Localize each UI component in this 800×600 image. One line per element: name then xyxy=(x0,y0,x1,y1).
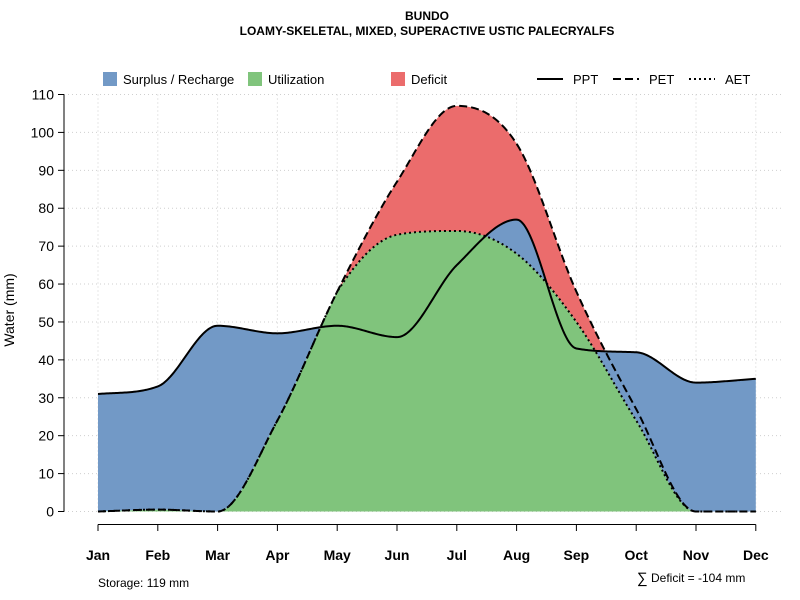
plot-area: 0 10 20 30 40 50 60 70 80 90 100 110 Jan Feb Mar Apr May… xyxy=(31,87,784,563)
x-tick-label-sep: Sep xyxy=(564,547,590,563)
storage-note: Storage: 119 mm xyxy=(98,576,189,590)
legend-label-pet: PET xyxy=(649,72,674,87)
x-tick-label-nov: Nov xyxy=(683,547,710,563)
utilization-area xyxy=(98,230,756,512)
y-tick-label: 100 xyxy=(31,124,55,140)
x-tick-label-jan: Jan xyxy=(86,547,110,563)
y-tick-label: 110 xyxy=(32,87,55,103)
y-tick-label: 60 xyxy=(38,276,54,292)
y-tick-label: 80 xyxy=(38,200,54,216)
legend-label-deficit: Deficit xyxy=(411,72,448,87)
y-tick-label: 70 xyxy=(38,238,54,254)
x-tick-label-may: May xyxy=(324,547,351,563)
surplus-recharge-area xyxy=(98,219,756,512)
deficit-note: Deficit = -104 mm xyxy=(651,571,745,585)
x-tick-label-dec: Dec xyxy=(743,547,769,563)
x-tick-label-mar: Mar xyxy=(205,547,230,563)
sigma-icon: ∑ xyxy=(637,570,648,587)
y-tick-label: 30 xyxy=(38,390,54,406)
legend-swatch-surplus-recharge xyxy=(103,72,117,86)
legend-label-surplus-recharge: Surplus / Recharge xyxy=(123,72,234,87)
y-tick-label: 10 xyxy=(38,466,54,482)
chart-subtitle: LOAMY-SKELETAL, MIXED, SUPERACTIVE USTIC… xyxy=(240,24,615,38)
x-tick-label-jun: Jun xyxy=(385,547,410,563)
legend-swatch-deficit xyxy=(391,72,405,86)
y-tick-label: 0 xyxy=(46,504,54,520)
x-tick-label-jul: Jul xyxy=(447,547,467,563)
legend-label-ppt: PPT xyxy=(573,72,598,87)
deficit-area xyxy=(98,105,756,512)
pet-line xyxy=(97,104,756,513)
y-tick-label: 90 xyxy=(38,162,54,178)
y-tick-label: 50 xyxy=(38,314,54,330)
x-tick-label-apr: Apr xyxy=(265,547,290,563)
y-axis-label: Water (mm) xyxy=(1,273,17,346)
y-tick-label: 20 xyxy=(38,428,54,444)
legend-label-aet: AET xyxy=(725,72,750,87)
x-tick-label-aug: Aug xyxy=(503,547,530,563)
ppt-line xyxy=(97,218,756,395)
legend-label-utilization: Utilization xyxy=(268,72,324,87)
y-tick-label: 40 xyxy=(38,352,54,368)
legend-swatch-utilization xyxy=(248,72,262,86)
chart-title: BUNDO xyxy=(405,9,449,23)
legend: Surplus / Recharge Utilization Deficit PPT P… xyxy=(103,72,750,87)
x-tick-label-feb: Feb xyxy=(145,547,170,563)
x-tick-label-oct: Oct xyxy=(625,547,649,563)
